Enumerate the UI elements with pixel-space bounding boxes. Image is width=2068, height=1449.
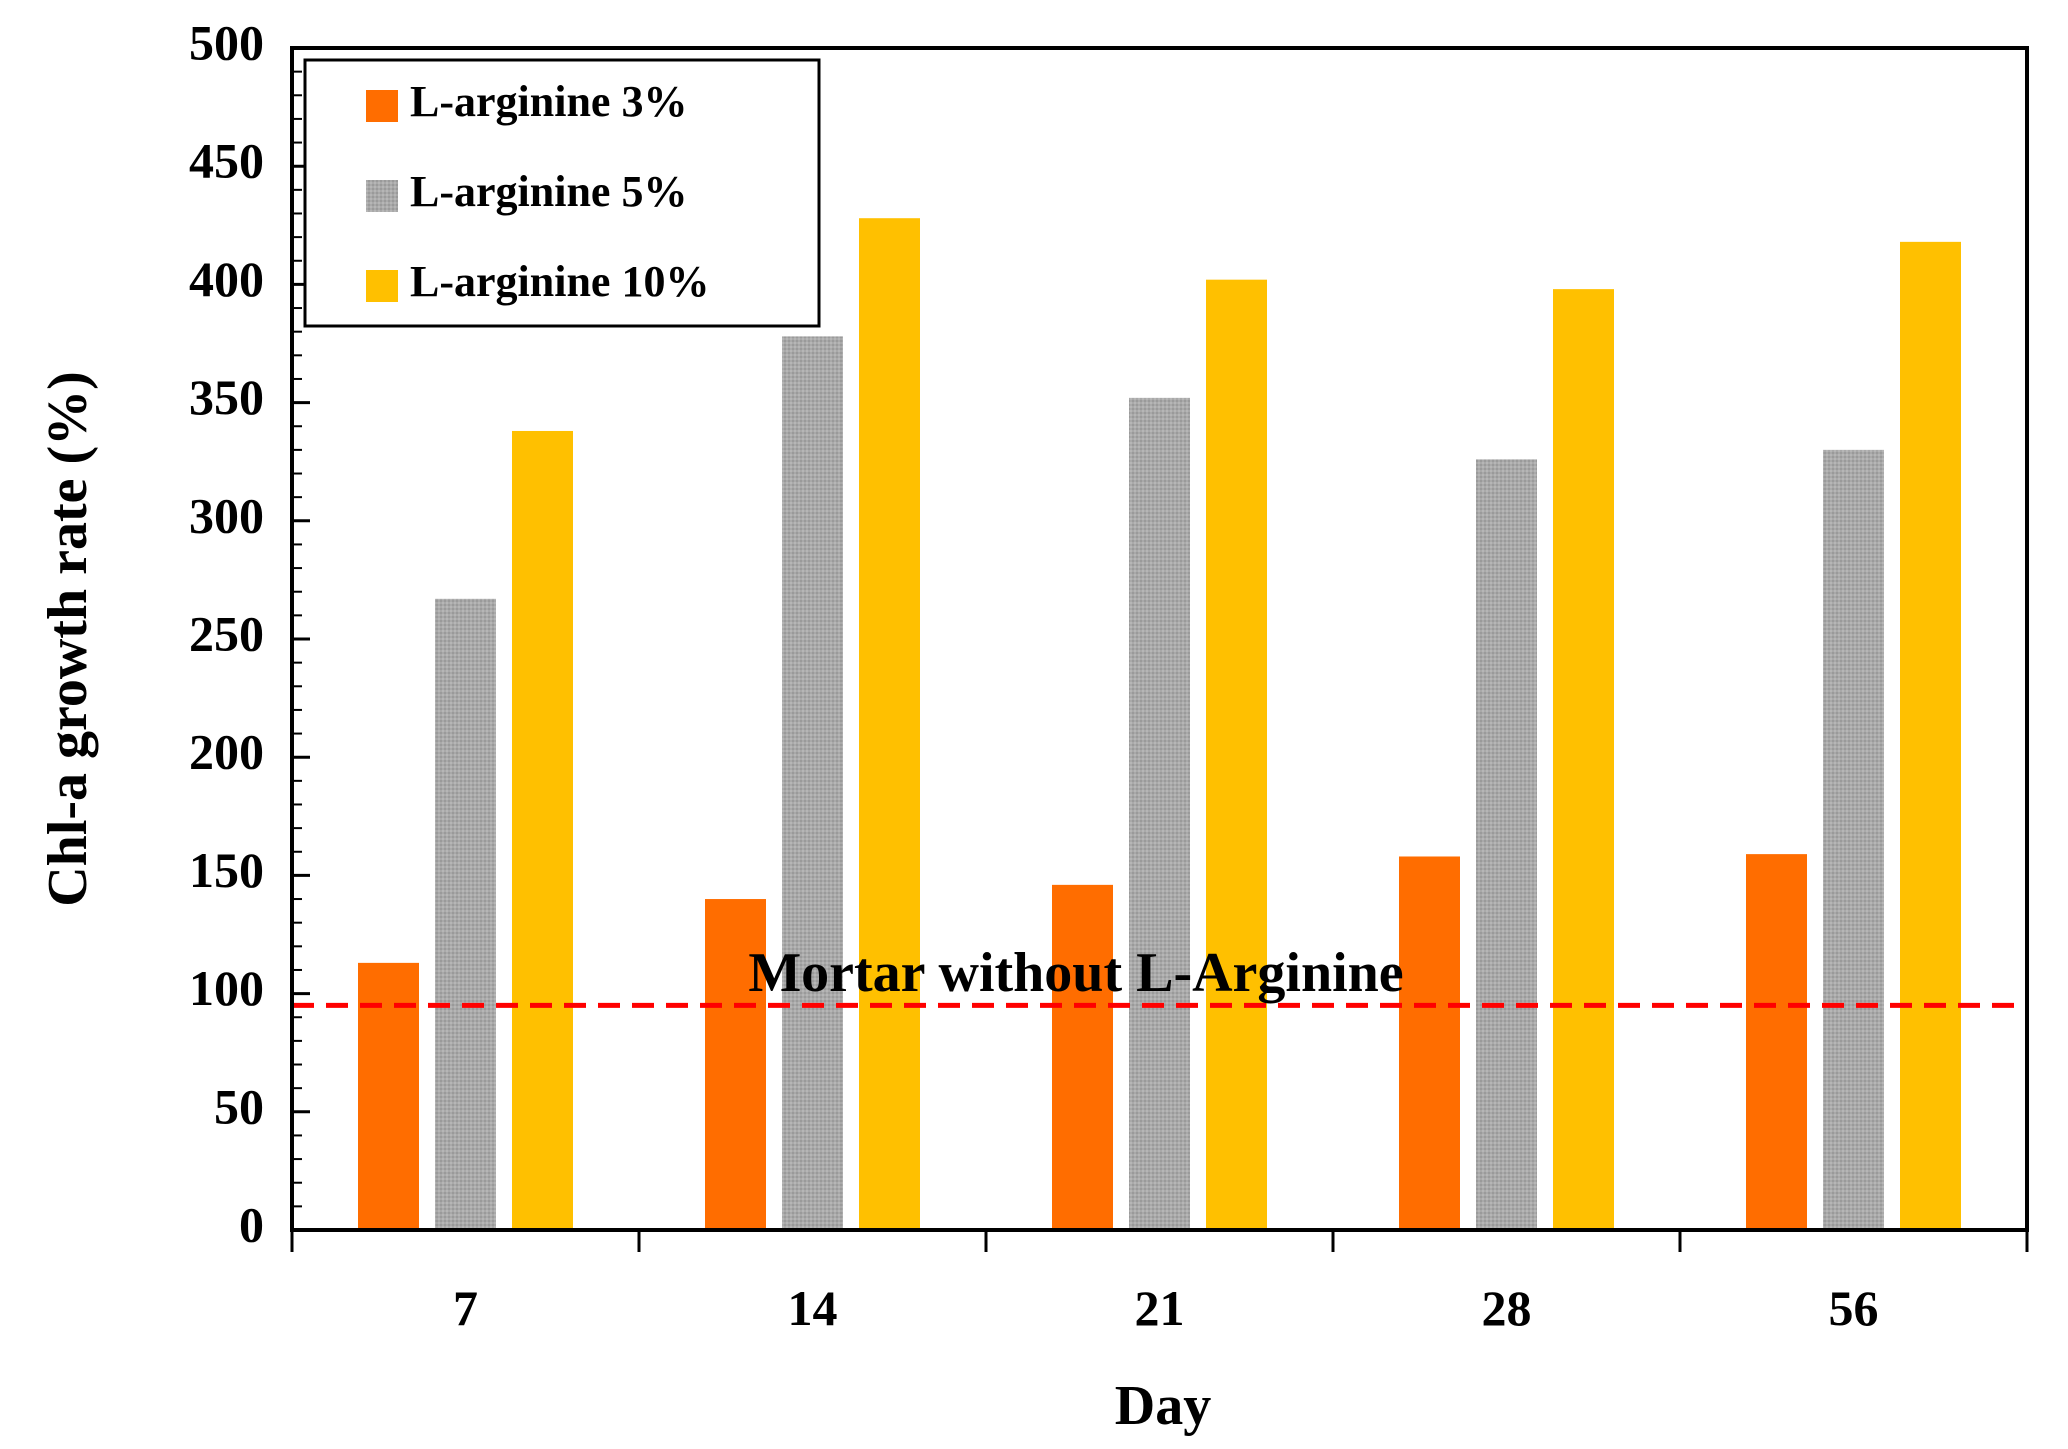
bar-28-series-1 <box>1399 856 1460 1230</box>
bar-14-series-2 <box>782 336 843 1231</box>
y-tick-label-250: 250 <box>189 605 264 661</box>
y-tick-label-450: 450 <box>189 133 264 189</box>
legend-label-3: L-arginine 10% <box>410 257 709 306</box>
bar-21-series-2 <box>1129 397 1190 1230</box>
bar-21-series-3 <box>1206 279 1267 1230</box>
y-tick-label-0: 0 <box>239 1196 264 1252</box>
bar-56-series-1 <box>1746 854 1807 1230</box>
x-axis-title: Day <box>1115 1375 1211 1437</box>
bar-14-series-1 <box>705 899 766 1230</box>
y-tick-label-150: 150 <box>189 842 264 898</box>
bar-56-series-3 <box>1900 241 1961 1230</box>
y-tick-label-500: 500 <box>189 14 264 70</box>
bar-28-series-3 <box>1553 289 1614 1230</box>
bar-28-series-2 <box>1476 459 1537 1230</box>
legend-label-1: L-arginine 3% <box>410 77 687 126</box>
y-tick-label-400: 400 <box>189 251 264 307</box>
legend: L-arginine 3% L-arginine 5% L-arginine 10% <box>303 58 821 328</box>
x-axis: 7 14 21 28 56 <box>290 1230 2029 1336</box>
x-tick-label-56: 56 <box>1829 1280 1879 1336</box>
y-axis: 0 50 100 150 200 250 300 350 400 450 500 <box>189 14 310 1252</box>
reference-line-label: Mortar without L-Arginine <box>748 942 1403 1004</box>
y-tick-label-200: 200 <box>189 724 264 780</box>
y-tick-label-350: 350 <box>189 369 264 425</box>
bar-7-series-3 <box>512 430 573 1230</box>
bar-56-series-2 <box>1823 449 1884 1230</box>
bar-21-series-1 <box>1052 884 1113 1230</box>
bar-14-series-3 <box>859 218 920 1230</box>
y-axis-title: Chl-a growth rate (%) <box>37 371 99 907</box>
x-tick-label-28: 28 <box>1482 1280 1532 1336</box>
y-tick-label-50: 50 <box>214 1078 264 1134</box>
bars-group <box>358 218 1961 1231</box>
legend-swatch-2 <box>366 180 398 212</box>
legend-swatch-1 <box>366 90 398 122</box>
x-tick-label-21: 21 <box>1135 1280 1185 1336</box>
legend-swatch-3 <box>366 270 398 302</box>
x-tick-label-7: 7 <box>453 1280 478 1336</box>
y-tick-label-100: 100 <box>189 960 264 1016</box>
bar-7-series-2 <box>435 598 496 1230</box>
legend-label-2: L-arginine 5% <box>410 167 687 216</box>
x-tick-label-14: 14 <box>788 1280 838 1336</box>
y-tick-label-300: 300 <box>189 487 264 543</box>
